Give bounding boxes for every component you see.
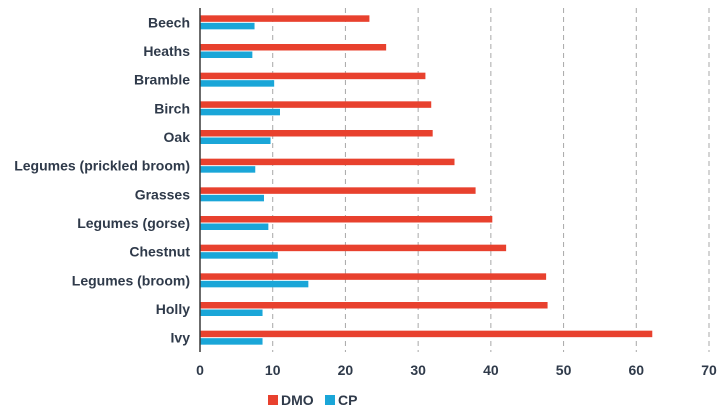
legend-label-cp: CP — [338, 392, 357, 408]
bar-dmo — [200, 330, 653, 338]
category-label: Birch — [154, 100, 190, 116]
bar-dmo — [200, 130, 433, 137]
bar-cp — [200, 338, 263, 345]
category-label: Legumes (prickled broom) — [14, 158, 190, 174]
x-tick-label-20: 20 — [338, 362, 354, 378]
legend-swatch-cp — [325, 395, 335, 405]
bar-dmo — [200, 101, 432, 108]
x-tick-label-70: 70 — [701, 362, 717, 378]
bar-dmo — [200, 216, 493, 223]
x-tick-label-40: 40 — [483, 362, 499, 378]
bar-dmo — [200, 273, 547, 280]
category-label: Grasses — [135, 186, 190, 202]
category-label: Holly — [156, 301, 190, 317]
bar-cp — [200, 166, 256, 173]
bar-cp — [200, 51, 253, 58]
legend-swatch-dmo — [268, 395, 278, 405]
category-label: Beech — [148, 14, 190, 30]
x-tick-label-0: 0 — [196, 362, 204, 378]
x-axis-tick-labels: 0 10 20 30 40 50 60 70 — [196, 362, 717, 378]
bar-dmo — [200, 158, 455, 166]
bar-cp — [200, 223, 269, 230]
category-labels: Beech Heaths Bramble Birch Oak Legumes (prick… — [14, 14, 190, 345]
bar-cp — [200, 80, 275, 87]
bar-cp — [200, 252, 278, 259]
bar-dmo — [200, 244, 507, 252]
bar-dmo — [200, 187, 476, 194]
category-label: Legumes (broom) — [72, 272, 190, 288]
bar-dmo — [200, 15, 370, 22]
bar-dmo — [200, 72, 426, 80]
bar-dmo — [200, 44, 387, 51]
bar-dmo — [200, 302, 548, 309]
category-label: Heaths — [143, 43, 190, 59]
x-tick-label-60: 60 — [628, 362, 644, 378]
legend-label-dmo: DMO — [281, 392, 314, 408]
bar-cp — [200, 280, 309, 288]
bar-cp — [200, 194, 264, 202]
x-tick-label-30: 30 — [410, 362, 426, 378]
category-label: Ivy — [171, 330, 191, 346]
category-label: Bramble — [134, 72, 190, 88]
x-tick-label-10: 10 — [265, 362, 281, 378]
bar-cp — [200, 137, 271, 144]
category-label: Legumes (gorse) — [77, 215, 190, 231]
bars — [200, 15, 653, 345]
legend: DMO CP — [268, 392, 357, 408]
bar-cp — [200, 22, 255, 30]
bar-cp — [200, 309, 263, 316]
x-tick-label-50: 50 — [556, 362, 572, 378]
grid-lines — [272, 8, 710, 352]
bar-cp — [200, 108, 280, 116]
category-label: Chestnut — [129, 244, 190, 260]
category-label: Oak — [164, 129, 191, 145]
